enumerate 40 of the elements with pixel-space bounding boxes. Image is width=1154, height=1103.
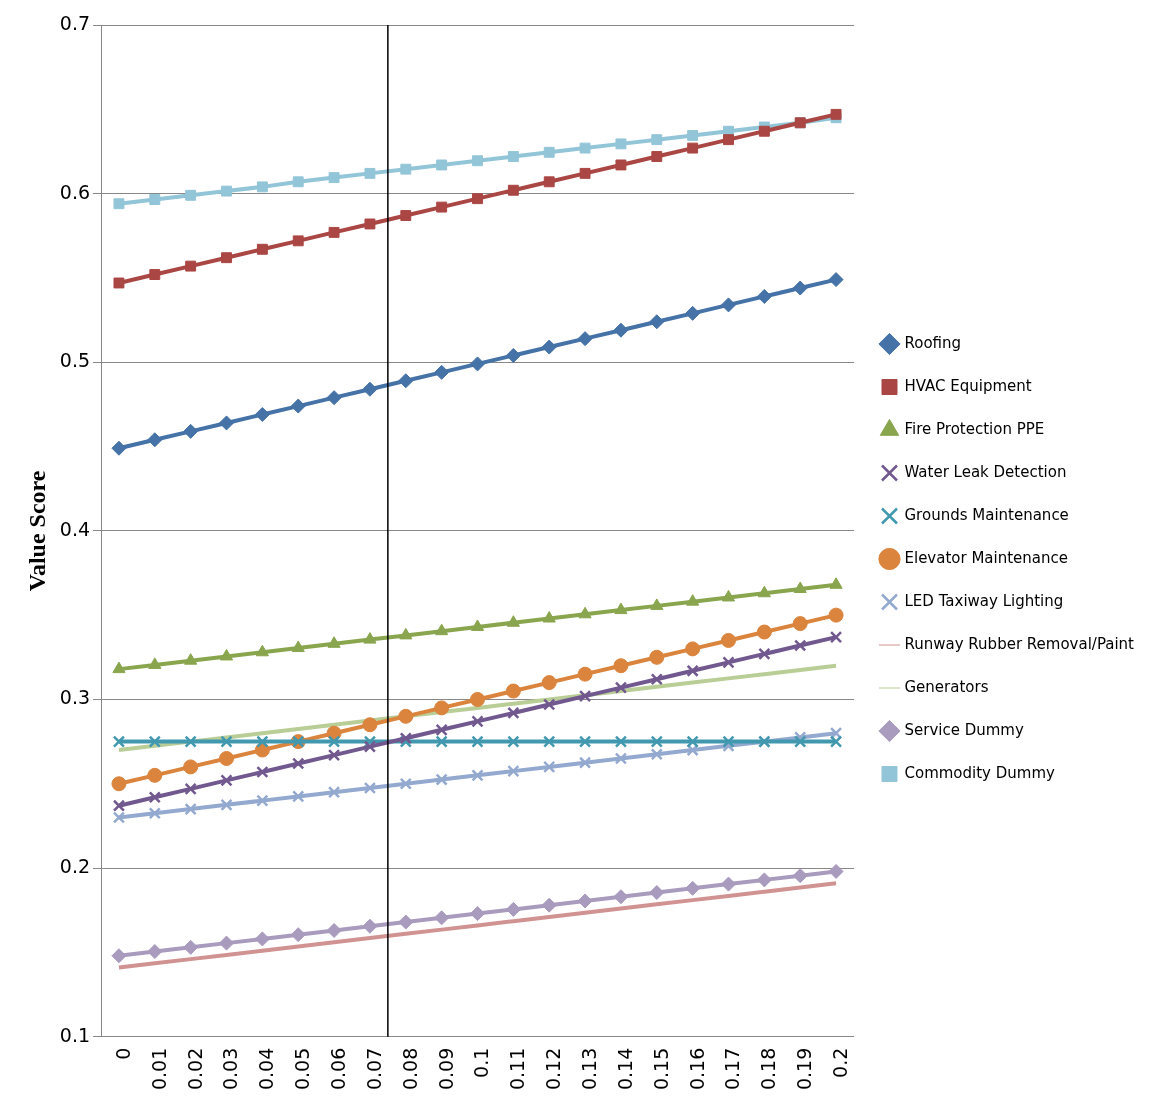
- x-tick-label: 0: [111, 1047, 134, 1060]
- legend-label: Runway Rubber Removal/Paint: [904, 634, 1135, 653]
- legend-label: Commodity Dummy: [904, 763, 1056, 782]
- y-tick-label: 0.1: [59, 1023, 91, 1046]
- x-tick-label: 0.17: [721, 1047, 744, 1091]
- y-tick-label: 0.5: [59, 349, 91, 372]
- x-tick-label: 0.15: [649, 1047, 672, 1091]
- x-tick-label: 0.08: [398, 1047, 421, 1091]
- legend-label: HVAC Equipment: [904, 376, 1032, 395]
- x-tick-label: 0.02: [183, 1047, 206, 1091]
- legend-label: Grounds Maintenance: [904, 505, 1069, 524]
- y-tick-label: 0.4: [59, 517, 91, 540]
- legend-label: LED Taxiway Lighting: [904, 591, 1064, 610]
- legend-label: Service Dummy: [904, 720, 1024, 739]
- x-tick-label: 0.04: [255, 1047, 278, 1091]
- x-tick-label: 0.18: [757, 1047, 780, 1091]
- x-tick-label: 0.16: [685, 1047, 708, 1091]
- legend-label: Water Leak Detection: [904, 462, 1067, 481]
- legend-label: Elevator Maintenance: [904, 548, 1069, 567]
- y-axis-title: Value Score: [23, 470, 50, 592]
- x-tick-label: 0.06: [327, 1047, 350, 1091]
- legend-label: Fire Protection PPE: [904, 419, 1045, 438]
- x-tick-label: 0.07: [362, 1047, 385, 1091]
- x-tick-label: 0.2: [829, 1047, 852, 1078]
- y-tick-label: 0.7: [59, 11, 91, 34]
- x-tick-label: 0.01: [147, 1047, 170, 1091]
- y-tick-label: 0.2: [59, 855, 91, 878]
- x-tick-label: 0.1: [470, 1047, 493, 1078]
- y-tick-label: 0.3: [59, 686, 91, 709]
- x-tick-label: 0.13: [578, 1047, 601, 1091]
- x-tick-label: 0.03: [219, 1047, 242, 1091]
- legend-label: Generators: [904, 677, 989, 696]
- legend-label: Roofing: [904, 333, 962, 352]
- x-tick-label: 0.05: [291, 1047, 314, 1091]
- x-tick-label: 0.11: [506, 1047, 529, 1091]
- x-tick-label: 0.12: [542, 1047, 565, 1091]
- x-tick-label: 0.09: [434, 1047, 457, 1091]
- x-tick-label: 0.14: [613, 1047, 636, 1091]
- x-tick-label: 0.19: [793, 1047, 816, 1091]
- y-tick-label: 0.6: [59, 180, 91, 203]
